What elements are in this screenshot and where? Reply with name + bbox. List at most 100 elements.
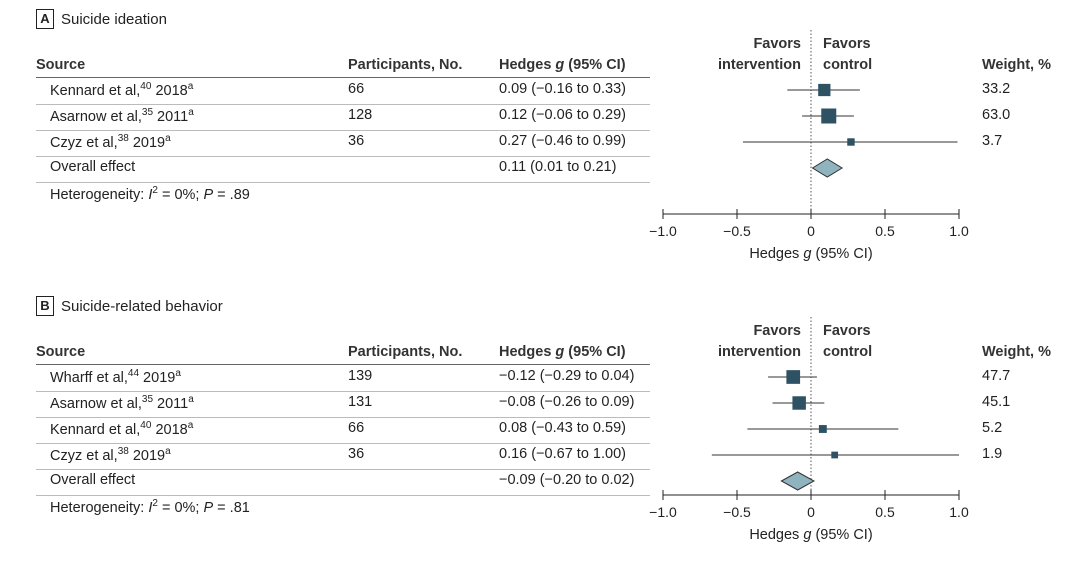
hedges-header: Hedges g (95% CI)	[499, 57, 626, 73]
point-estimate-marker	[818, 425, 827, 433]
study-ref: 38	[117, 446, 129, 457]
x-axis-label-pre: Hedges	[749, 527, 803, 543]
panel-title: Suicide ideation	[61, 10, 167, 28]
study-year: 2018	[151, 82, 188, 99]
point-estimate-marker	[831, 451, 839, 459]
study-year: 2019	[128, 447, 166, 464]
study-author: Kennard et al,	[50, 421, 141, 438]
x-tick-label: −1.0	[649, 223, 677, 239]
favors-intervention-label-2: intervention	[718, 57, 801, 73]
source-header: Source	[36, 57, 86, 73]
overall-label: Overall effect	[50, 472, 136, 488]
study-year: 2018	[151, 421, 188, 438]
study-footnote: a	[187, 420, 194, 431]
heterogeneity-pre: Heterogeneity:	[50, 186, 149, 203]
study-year: 2011	[153, 395, 189, 412]
study-weight: 45.1	[982, 394, 1011, 410]
study-source: Asarnow et al,35 2011a	[50, 107, 194, 125]
favors-control-label-2: control	[823, 57, 873, 73]
x-axis-label: Hedges g (95% CI)	[749, 527, 872, 543]
weight-header: Weight, %	[982, 57, 1052, 73]
x-tick-label: 0	[807, 223, 815, 239]
favors-intervention-label-2: intervention	[718, 344, 801, 360]
source-header: Source	[36, 344, 86, 360]
study-year: 2011	[153, 108, 189, 125]
study-footnote: a	[165, 446, 171, 457]
row-rule	[36, 130, 650, 131]
study-source: Wharff et al,44 2019a	[50, 368, 181, 386]
study-ref: 40	[140, 81, 152, 92]
overall-diamond	[780, 471, 815, 491]
study-ci: 0.08 (−0.43 to 0.59)	[499, 420, 626, 436]
x-tick-label: 0.5	[875, 504, 895, 520]
overall-rule	[36, 182, 650, 183]
study-author: Czyz et al,	[50, 447, 118, 464]
favors-intervention-label-1: Favors	[753, 36, 801, 52]
study-ci: 0.16 (−0.67 to 1.00)	[499, 446, 626, 462]
study-weight: 47.7	[982, 368, 1011, 384]
panel-title: Suicide-related behavior	[61, 297, 223, 315]
point-estimate-marker	[847, 138, 855, 146]
x-tick-label: −0.5	[723, 223, 751, 239]
study-year: 2019	[139, 369, 176, 386]
heterogeneity-p: P	[203, 499, 214, 516]
study-source: Kennard et al,40 2018a	[50, 420, 193, 438]
hedges-header-post: (95% CI)	[564, 344, 626, 360]
point-estimate-marker	[786, 370, 801, 384]
heterogeneity-i: I	[148, 499, 153, 516]
favors-intervention-label-1: Favors	[753, 323, 801, 339]
study-author: Czyz et al,	[50, 134, 118, 151]
row-rule	[36, 469, 650, 470]
study-participants: 66	[348, 81, 365, 97]
x-axis-label-g: g	[803, 527, 811, 543]
study-author: Wharff et al,	[50, 369, 128, 386]
favors-control-label-1: Favors	[823, 36, 871, 52]
study-source: Czyz et al,38 2019a	[50, 446, 171, 464]
participants-header: Participants, No.	[348, 344, 463, 360]
study-ci: 0.12 (−0.06 to 0.29)	[499, 107, 626, 123]
study-footnote: a	[187, 81, 194, 92]
heterogeneity-i: I	[148, 186, 153, 203]
x-axis-label-g: g	[803, 246, 811, 262]
study-ci: 0.09 (−0.16 to 0.33)	[499, 81, 626, 97]
header-rule	[36, 364, 650, 365]
study-participants: 131	[348, 394, 373, 410]
x-axis-label-post: (95% CI)	[811, 246, 872, 262]
x-axis-label-post: (95% CI)	[811, 527, 872, 543]
point-estimate-marker	[821, 108, 837, 124]
study-participants: 36	[348, 133, 365, 149]
study-ref: 38	[117, 133, 129, 144]
study-ci: 0.27 (−0.46 to 0.99)	[499, 133, 626, 149]
x-tick-label: −0.5	[723, 504, 751, 520]
x-tick-label: 0	[807, 504, 815, 520]
forest-plot: −1.0 −0.5 0 0.5 1.0 Hedges g (95% CI)	[649, 317, 969, 543]
study-footnote: a	[188, 394, 194, 405]
study-ref: 44	[127, 368, 140, 379]
panel-b: B Suicide-related behavior Source Participa…	[0, 287, 1079, 563]
heterogeneity-p: P	[203, 186, 214, 203]
x-tick-label: 1.0	[949, 504, 969, 520]
favors-control-label-2: control	[823, 344, 873, 360]
study-author: Asarnow et al,	[50, 395, 142, 412]
participants-header: Participants, No.	[348, 57, 463, 73]
study-footnote: a	[165, 133, 171, 144]
x-axis-label-pre: Hedges	[749, 246, 803, 262]
study-source: Kennard et al,40 2018a	[50, 81, 193, 99]
x-axis-label: Hedges g (95% CI)	[749, 246, 872, 262]
study-ci: −0.12 (−0.29 to 0.04)	[499, 368, 635, 384]
study-weight: 33.2	[982, 81, 1011, 97]
hedges-header-g: g	[555, 344, 565, 360]
study-source: Czyz et al,38 2019a	[50, 133, 171, 151]
heterogeneity-text: Heterogeneity: I2 = 0%; P = .81	[50, 498, 250, 516]
heterogeneity-pre: Heterogeneity:	[50, 499, 149, 516]
point-estimate-marker	[792, 396, 806, 410]
point-estimate-marker	[818, 83, 831, 97]
overall-diamond	[811, 158, 844, 178]
study-author: Kennard et al,	[50, 82, 141, 99]
row-rule	[36, 156, 650, 157]
panel-label: A Suicide ideation	[36, 9, 167, 29]
overall-rule	[36, 495, 650, 496]
heterogeneity-post: = .81	[213, 499, 250, 516]
study-footnote: a	[188, 107, 194, 118]
x-tick-label: 0.5	[875, 223, 895, 239]
